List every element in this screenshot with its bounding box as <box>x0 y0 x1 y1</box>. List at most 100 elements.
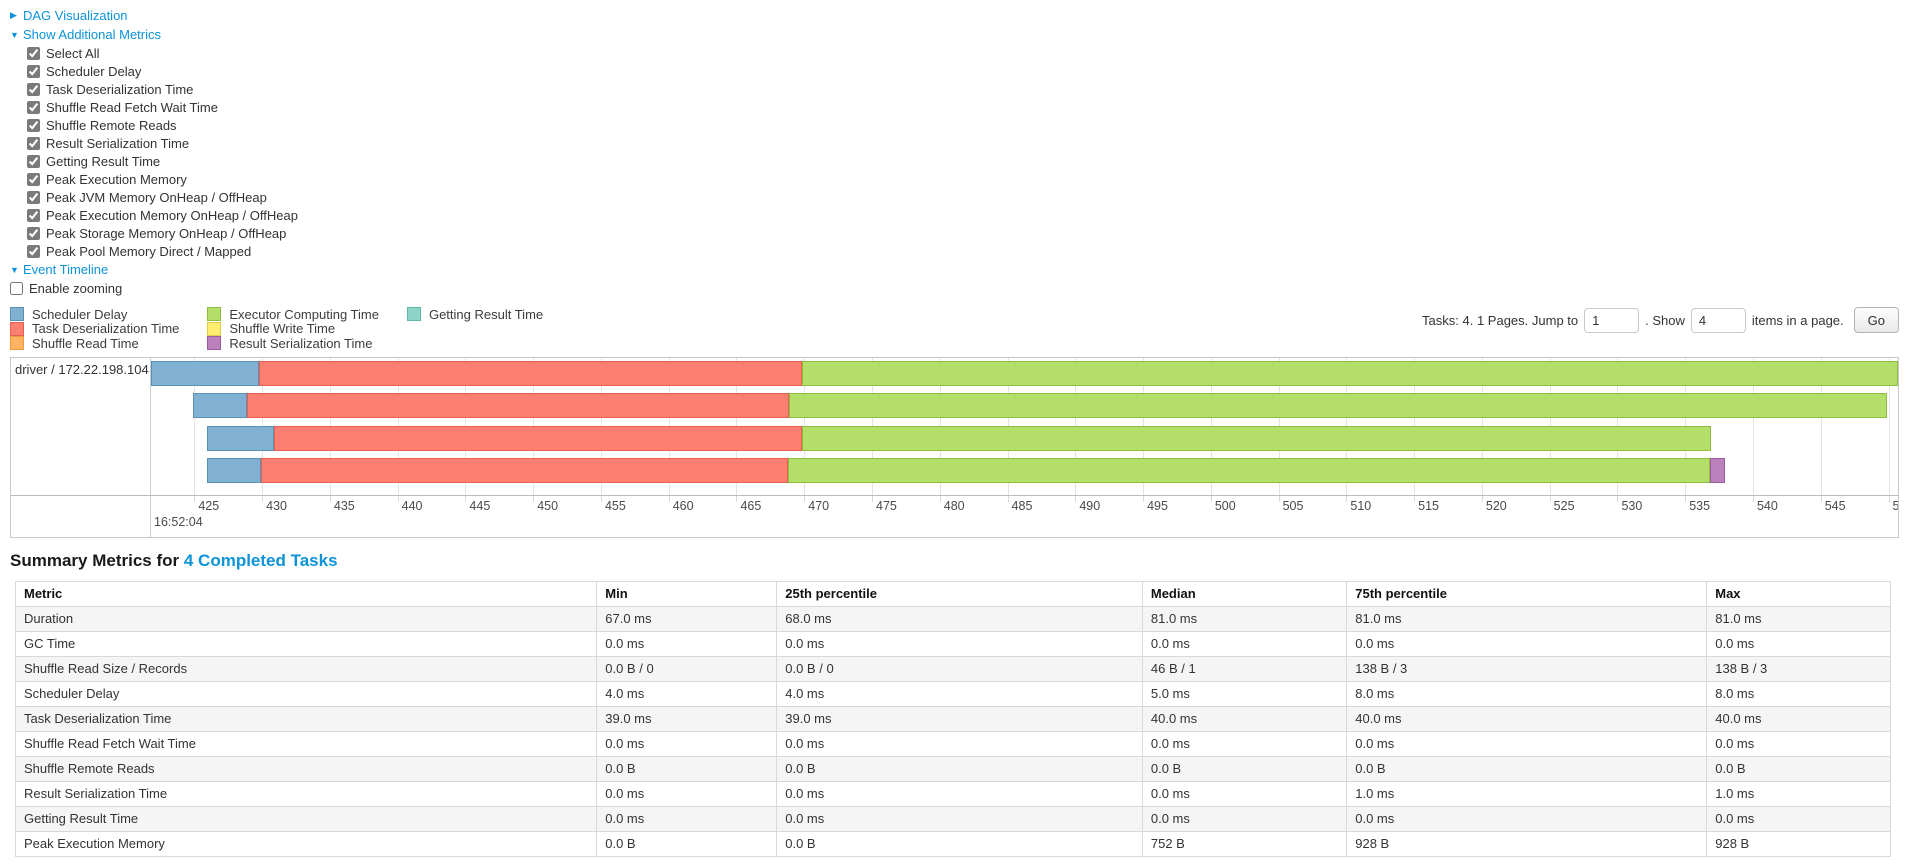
metric-value-cell: 67.0 ms <box>596 605 778 632</box>
summary-title-text: Summary Metrics for <box>10 550 180 570</box>
checkbox-getting-result-time[interactable] <box>27 154 40 168</box>
dag-visualization-toggle[interactable]: ▶ DAG Visualization <box>10 6 1907 25</box>
timeline-tick-label: 485 <box>1011 498 1033 513</box>
checkbox-select-all[interactable] <box>27 46 40 60</box>
task-bar-segment-scheduler-delay[interactable] <box>151 360 260 386</box>
checkbox-peak-pool-memory-direct-mapped[interactable] <box>27 244 40 258</box>
checkbox-label: Peak Execution Memory <box>46 171 187 187</box>
metric-value-cell: 928 B <box>1346 830 1708 857</box>
column-header-max: Max <box>1706 580 1891 607</box>
timeline-tick-label: 455 <box>604 498 626 513</box>
timeline-row-label-panel: driver / 172.22.198.104 <box>11 357 151 537</box>
metric-name-cell: GC Time <box>14 630 598 657</box>
event-timeline-toggle[interactable]: ▼ Event Timeline <box>10 260 1907 279</box>
timeline-tick-label: 465 <box>740 498 762 513</box>
timeline-tick-label: 530 <box>1621 498 1643 513</box>
legend-label: Shuffle Read Time <box>32 335 139 351</box>
task-bar-segment-scheduler-delay[interactable] <box>193 393 248 419</box>
metric-value-cell: 0.0 ms <box>1706 630 1891 657</box>
timeline-grid-stub <box>600 495 602 502</box>
dag-visualization-link[interactable]: DAG Visualization <box>23 8 128 23</box>
timeline-tick-label: 510 <box>1350 498 1372 513</box>
metric-value-cell: 1.0 ms <box>1346 780 1708 807</box>
enable-zooming-label: Enable zooming <box>29 281 123 296</box>
legend-label: Executor Computing Time <box>229 306 379 322</box>
timeline-grid-stub <box>194 495 196 502</box>
event-timeline-link[interactable]: Event Timeline <box>23 262 109 277</box>
task-bar-segment-executor-computing-time[interactable] <box>801 425 1711 451</box>
timeline-tick-label: 440 <box>401 498 423 513</box>
summary-metrics-table: Metric Min 25th percentile Median 75th perce… <box>14 580 1891 857</box>
metric-value-cell: 0.0 B / 0 <box>776 655 1143 682</box>
jump-to-page-input[interactable] <box>1584 307 1640 333</box>
task-bar-segment-executor-computing-time[interactable] <box>787 457 1710 483</box>
table-row-getting-result-time: Getting Result Time 0.0 ms 0.0 ms 0.0 ms 0.0… <box>14 805 1891 832</box>
metric-value-cell: 0.0 ms <box>1141 780 1348 807</box>
checkbox-peak-jvm-memory-onheap-offheap[interactable] <box>27 190 40 204</box>
timeline-grid-stub <box>1481 495 1483 502</box>
metric-checkbox-row-peak-jvm-memory-onheap-offheap: Peak JVM Memory OnHeap / OffHeap <box>27 188 1907 206</box>
enable-zooming-row: Enable zooming <box>10 279 1907 298</box>
task-bar-segment-task-deserialization-time[interactable] <box>259 360 802 386</box>
checkbox-shuffle-remote-reads[interactable] <box>27 118 40 132</box>
checkbox-result-serialization-time[interactable] <box>27 136 40 150</box>
timeline-grid-stub <box>939 495 941 502</box>
checkbox-peak-execution-memory-onheap-offheap[interactable] <box>27 208 40 222</box>
timeline-grid-stub <box>1888 495 1890 502</box>
task-bar-segment-scheduler-delay[interactable] <box>206 457 261 483</box>
go-button[interactable]: Go <box>1853 307 1899 333</box>
metric-value-cell: 39.0 ms <box>596 705 778 732</box>
metric-name-cell: Getting Result Time <box>14 805 598 832</box>
checkbox-shuffle-read-fetch-wait-time[interactable] <box>27 100 40 114</box>
executor-computing-time-swatch-icon <box>207 307 222 322</box>
timeline-tick-label: 515 <box>1418 498 1439 513</box>
checkbox-task-deserialization-time[interactable] <box>27 82 40 96</box>
metric-checkbox-row-result-serialization-time: Result Serialization Time <box>27 134 1907 152</box>
checkbox-label: Peak Storage Memory OnHeap / OffHeap <box>46 225 287 241</box>
column-header-25th-percentile: 25th percentile <box>776 580 1143 607</box>
task-bar-segment-result-serialization-time[interactable] <box>1709 457 1725 483</box>
task-bar-segment-executor-computing-time[interactable] <box>789 393 1888 419</box>
timeline-grid-stub <box>1143 495 1145 502</box>
show-additional-metrics-toggle[interactable]: ▼ Show Additional Metrics <box>10 25 1907 44</box>
timeline-tick-label: 470 <box>808 498 830 513</box>
metric-name-cell: Shuffle Remote Reads <box>14 755 598 782</box>
metric-value-cell: 928 B <box>1706 830 1891 857</box>
table-row-result-serialization-time: Result Serialization Time 0.0 ms 0.0 ms 0.0… <box>14 780 1891 807</box>
checkbox-peak-execution-memory[interactable] <box>27 172 40 186</box>
metric-name-cell: Task Deserialization Time <box>14 705 598 732</box>
pagination-suffix-text: items in a page. <box>1751 312 1844 328</box>
executor-row-label: driver / 172.22.198.104 <box>15 361 149 377</box>
metric-checkbox-row-peak-pool-memory-direct-mapped: Peak Pool Memory Direct / Mapped <box>27 242 1907 260</box>
task-bar-segment-executor-computing-time[interactable] <box>801 360 1898 386</box>
metric-name-cell: Duration <box>14 605 598 632</box>
task-bar-segment-task-deserialization-time[interactable] <box>260 457 788 483</box>
task-bar-segment-task-deserialization-time[interactable] <box>274 425 802 451</box>
task-bar-segment-task-deserialization-time[interactable] <box>247 393 790 419</box>
metric-value-cell: 138 B / 3 <box>1706 655 1891 682</box>
completed-tasks-link[interactable]: 4 Completed Tasks <box>183 550 338 570</box>
items-per-page-input[interactable] <box>1690 307 1746 333</box>
timeline-grid-stub <box>668 495 670 502</box>
timeline-axis-line <box>11 494 1898 496</box>
table-row-peak-execution-memory: Peak Execution Memory 0.0 B 0.0 B 752 B 928 … <box>14 830 1891 857</box>
metric-checkbox-row-select-all: Select All <box>27 44 1907 62</box>
timeline-grid-stub <box>397 495 399 502</box>
stage-page-controls: ▶ DAG Visualization ▼ Show Additional Me… <box>10 6 1907 298</box>
metric-value-cell: 40.0 ms <box>1706 705 1891 732</box>
table-row-shuffle-read-size-records: Shuffle Read Size / Records 0.0 B / 0 0.0 … <box>14 655 1891 682</box>
metric-value-cell: 8.0 ms <box>1346 680 1708 707</box>
scheduler-delay-swatch-icon <box>10 307 24 322</box>
checkbox-peak-storage-memory-onheap-offheap[interactable] <box>27 226 40 240</box>
metric-value-cell: 4.0 ms <box>776 680 1143 707</box>
checkbox-label: Peak Pool Memory Direct / Mapped <box>46 243 252 259</box>
checkbox-scheduler-delay[interactable] <box>27 64 40 78</box>
enable-zooming-checkbox[interactable] <box>10 282 23 295</box>
timeline-tick-label: 445 <box>469 498 491 513</box>
timeline-tick-label: 425 <box>198 498 220 513</box>
show-additional-metrics-link[interactable]: Show Additional Metrics <box>23 27 162 42</box>
metric-value-cell: 5.0 ms <box>1141 680 1348 707</box>
task-pagination: Tasks: 4. 1 Pages. Jump to . Show items … <box>1422 307 1899 333</box>
task-bar-segment-scheduler-delay[interactable] <box>206 425 275 451</box>
table-row-task-deserialization-time: Task Deserialization Time 39.0 ms 39.0 ms 4… <box>14 705 1891 732</box>
